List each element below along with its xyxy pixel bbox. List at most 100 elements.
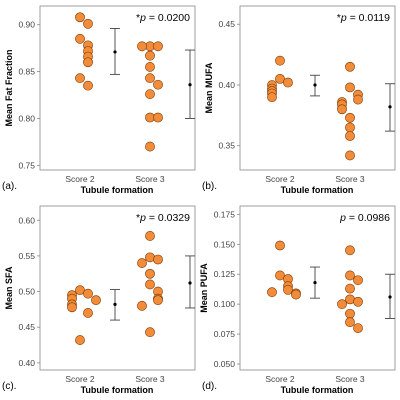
data-point xyxy=(75,73,85,84)
mean-point xyxy=(188,83,192,87)
panel-b-pnum: = 0.0119 xyxy=(347,12,390,24)
ytick-label: 0.100 xyxy=(214,299,236,309)
panel-d-yticks: 0.050 0.075 0.100 0.125 0.150 0.175 xyxy=(214,209,240,369)
panel-c-plabel: p xyxy=(139,212,146,224)
panel-c-frame xyxy=(39,205,196,371)
data-point xyxy=(153,295,163,306)
ytick-label: 0.85 xyxy=(18,67,35,77)
data-point xyxy=(275,270,285,281)
panel-a-xtick-score2: Score 2 xyxy=(65,174,95,184)
data-point xyxy=(145,62,155,72)
data-point xyxy=(283,284,293,295)
data-point xyxy=(291,289,301,300)
panel-a-plabel: p xyxy=(139,12,146,24)
panel-d-label: (d). xyxy=(202,381,217,392)
panel-b-frame xyxy=(239,5,396,171)
ytick-label: 0.60 xyxy=(18,215,35,225)
ytick-label: 0.40 xyxy=(218,80,235,90)
data-point xyxy=(83,308,93,318)
panel-a-frame xyxy=(39,5,196,171)
data-point xyxy=(137,300,147,311)
panel-c-xtick-score2: Score 2 xyxy=(65,374,95,384)
panel-a-marks xyxy=(75,12,195,152)
data-point xyxy=(353,296,363,307)
panel-b-xtick-score2: Score 2 xyxy=(265,174,295,184)
ytick-label: 0.90 xyxy=(18,20,35,30)
ytick-label: 0.55 xyxy=(18,251,35,261)
data-point xyxy=(75,12,85,23)
panel-d-xtick-score2: Score 2 xyxy=(265,374,295,384)
panel-a-pvalue: *p = 0.0200 xyxy=(136,12,190,24)
ytick-label: 0.050 xyxy=(214,359,236,369)
data-point xyxy=(353,275,363,286)
ytick-label: 0.150 xyxy=(214,239,236,249)
ytick-label: 0.175 xyxy=(214,209,236,219)
data-point xyxy=(145,89,155,99)
panel-b-yticks: 0.35 0.40 0.45 xyxy=(218,19,240,151)
panel-b: 0.35 0.40 0.45 Mean MUFA Score 2 Score 3 T… xyxy=(202,5,396,195)
data-point xyxy=(345,283,355,294)
panel-b-ylabel: Mean MUFA xyxy=(204,62,214,114)
panel-b-xtick-score3: Score 3 xyxy=(335,174,365,184)
data-point xyxy=(153,41,163,52)
panel-c-yticks: 0.40 0.45 0.50 0.55 0.60 xyxy=(18,215,40,368)
data-point xyxy=(145,73,155,84)
panel-c: 0.40 0.45 0.50 0.55 0.60 Mean SFA Score 2 Sc… xyxy=(2,205,196,395)
panel-d-ylabel: Mean PUFA xyxy=(199,263,209,313)
panel-a-xtick-score3: Score 3 xyxy=(135,174,165,184)
data-point xyxy=(275,240,285,251)
data-point xyxy=(275,73,285,84)
data-point xyxy=(75,33,85,44)
ytick-label: 0.45 xyxy=(218,19,235,29)
data-point xyxy=(345,270,355,281)
data-point xyxy=(345,61,355,72)
panel-c-pvalue: *p = 0.0329 xyxy=(136,212,190,224)
panel-a: 0.75 0.80 0.85 0.90 Mean Fat Fraction Score… xyxy=(2,5,196,195)
data-point xyxy=(345,245,355,256)
panel-a-xlabel: Tubule formation xyxy=(81,185,154,195)
data-point xyxy=(75,335,85,345)
data-point xyxy=(337,104,347,115)
data-point xyxy=(345,112,355,123)
mean-point xyxy=(188,281,192,285)
panel-d-marks xyxy=(267,240,395,334)
data-point xyxy=(153,79,163,90)
panel-c-pstar: * xyxy=(136,212,140,224)
mean-point xyxy=(113,50,117,54)
panel-b-label: (b). xyxy=(202,181,217,192)
data-point xyxy=(353,94,363,105)
data-point xyxy=(145,268,155,279)
data-point xyxy=(91,295,101,306)
panel-a-ylabel: Mean Fat Fraction xyxy=(4,49,14,126)
data-point xyxy=(337,299,347,310)
data-point xyxy=(83,288,93,299)
panel-b-pstar: * xyxy=(337,12,341,24)
panel-c-xlabel: Tubule formation xyxy=(81,385,154,395)
data-point xyxy=(145,279,155,290)
panel-c-ylabel: Mean SFA xyxy=(4,266,14,310)
panel-b-plabel: p xyxy=(340,12,347,24)
data-point xyxy=(145,141,155,152)
panel-a-pstar: * xyxy=(136,12,140,24)
panel-c-label: (c). xyxy=(2,381,16,392)
panel-d-xlabel: Tubule formation xyxy=(281,385,354,395)
panel-a-label: (a). xyxy=(2,181,17,192)
data-point xyxy=(283,77,293,88)
data-point xyxy=(345,317,355,328)
panel-d-pvalue: p = 0.0986 xyxy=(339,212,390,224)
panel-d-pnum: = 0.0986 xyxy=(346,212,390,224)
panel-d-plabel: p xyxy=(339,212,346,224)
data-point xyxy=(83,57,93,68)
ytick-label: 0.40 xyxy=(18,358,35,368)
data-point xyxy=(145,231,155,241)
data-point xyxy=(267,92,277,103)
data-point xyxy=(145,327,155,338)
mean-point xyxy=(388,295,392,299)
mean-point xyxy=(313,281,317,285)
panel-a-pnum: = 0.0200 xyxy=(146,12,190,24)
ytick-label: 0.75 xyxy=(18,160,35,170)
data-point xyxy=(353,323,363,334)
mean-point xyxy=(113,302,117,306)
panel-d-frame xyxy=(239,205,396,371)
panel-a-yticks: 0.75 0.80 0.85 0.90 xyxy=(18,20,40,170)
